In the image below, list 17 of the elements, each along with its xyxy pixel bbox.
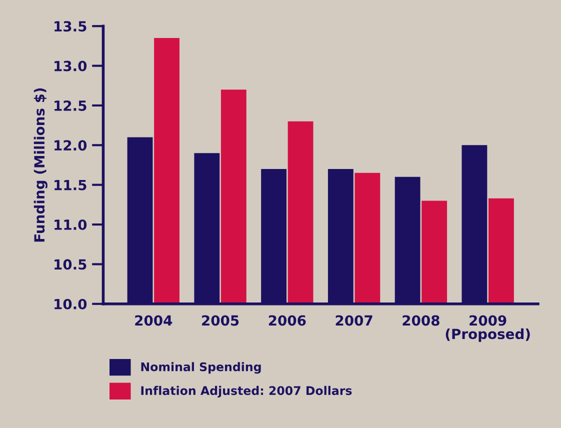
y-axis-title: Funding (Millions $) (34, 88, 48, 242)
y-tick-label: 12.5 (54, 100, 86, 111)
x-tick-label: 2007 (336, 315, 372, 326)
y-tick-label: 13.0 (54, 60, 87, 72)
y-tick-label: 11.5 (54, 180, 86, 190)
y-tick-label: 12.0 (54, 140, 87, 151)
y-tick-label: 10.5 (54, 259, 86, 270)
legend-label: Nominal Spending (141, 362, 261, 374)
legend-label: Inflation Adjusted: 2007 Dollars (141, 386, 352, 398)
x-tick-label: 2008 (402, 315, 440, 326)
x-tick-label: 2009 (Proposed) (446, 315, 530, 342)
x-tick-label: 2004 (135, 315, 172, 326)
y-tick-label: 13.5 (54, 21, 86, 32)
y-tick-label: 11.0 (54, 219, 87, 230)
y-tick-label: 10.0 (54, 298, 87, 310)
x-tick-label: 2006 (268, 315, 306, 326)
x-tick-label: 2005 (202, 315, 239, 326)
